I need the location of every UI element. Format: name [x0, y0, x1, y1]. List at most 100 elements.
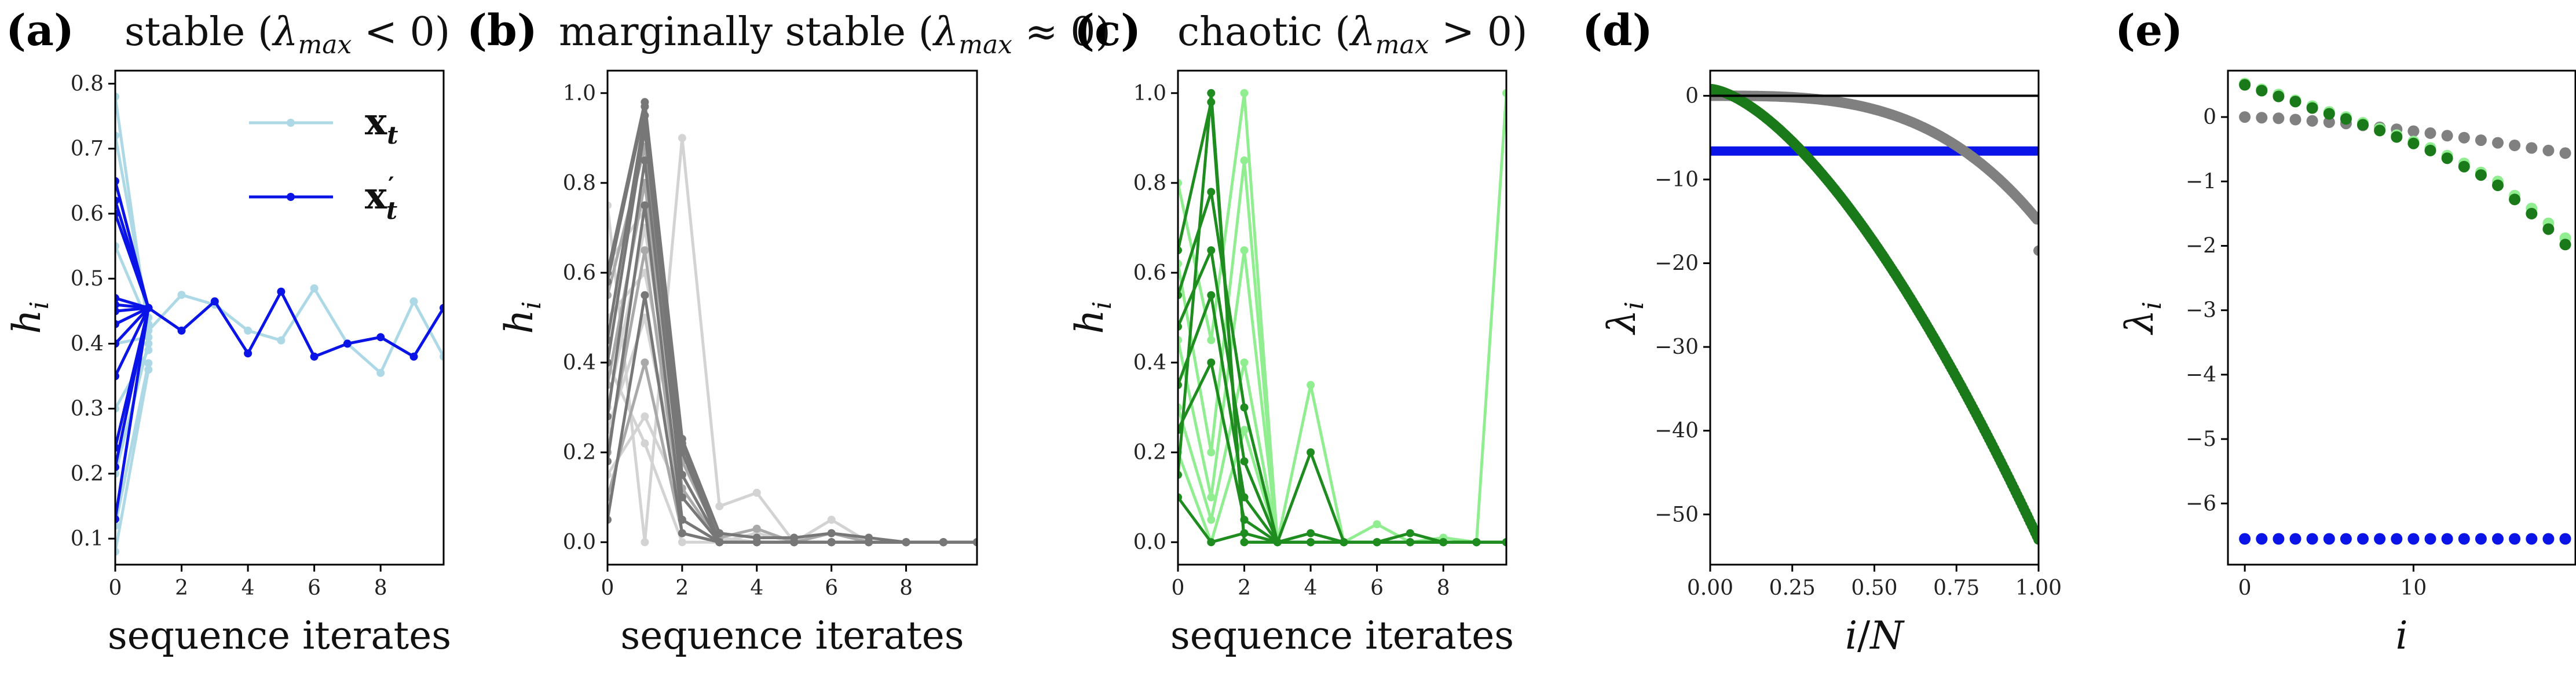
series-x_t'-point: [115, 196, 119, 205]
series-dark-point: [827, 538, 836, 547]
y-axis-label-subscript: i: [1620, 302, 1649, 310]
x-tick-label: 2: [675, 576, 689, 600]
x-tick-label: 4: [241, 576, 255, 600]
series-x_t'-point: [115, 339, 119, 348]
series-light-point: [1240, 156, 1249, 165]
series-marginal-point: [2559, 147, 2571, 159]
series-light-point: [678, 134, 686, 142]
series-light-point: [752, 488, 761, 497]
legend-label-0: xt: [365, 100, 398, 149]
plot-area-c: [1178, 89, 1506, 547]
y-axis-label-subscript: i: [25, 301, 54, 309]
y-tick-label: 1.0: [563, 82, 596, 105]
series-mid-point: [641, 358, 649, 367]
series-dark-point: [1273, 538, 1282, 547]
series-chaotic-point: [2475, 169, 2487, 181]
series-dark-point: [1178, 246, 1182, 255]
series-light-point: [1373, 520, 1381, 529]
series-dark-point: [1207, 98, 1216, 107]
y-tick-label: 0.6: [71, 202, 104, 226]
series-dark-point: [1178, 426, 1182, 434]
x-axis-label-text: i: [2395, 613, 2407, 658]
y-tick-label: −5: [2186, 427, 2216, 451]
panel-title-a: stable (λmax < 0): [125, 9, 450, 60]
series-stable-point: [2407, 533, 2420, 545]
series-x_t-point: [115, 547, 119, 556]
y-axis-label-subscript: i: [1088, 301, 1117, 309]
series-stable-point: [2256, 533, 2268, 545]
y-tick-label: −50: [1655, 503, 1699, 526]
y-tick-label: −6: [2186, 492, 2216, 515]
series-x_t'-point: [115, 307, 119, 316]
series-chaotic-point: [2357, 119, 2369, 131]
series-dark-point: [1207, 246, 1216, 255]
series-light-point: [1178, 336, 1182, 345]
series-light-point: [1207, 493, 1216, 502]
series-x_t-point: [115, 404, 119, 413]
series-chaotic-point: [2033, 534, 2039, 545]
series-dark-point: [973, 538, 977, 547]
y-tick-label: −10: [1655, 168, 1699, 192]
series-light-point: [1178, 178, 1182, 187]
series-x_t'-point: [115, 463, 119, 471]
legend-symbol: x: [365, 100, 387, 144]
x-axis-label: sequence iterates: [620, 613, 964, 658]
series-dark-point: [641, 125, 649, 133]
series-x_t'-point: [244, 349, 253, 358]
series-marginal-point: [2542, 144, 2555, 156]
title-text: chaotic (: [1177, 9, 1351, 55]
y-tick-label: 0.7: [71, 137, 104, 161]
series-dark-point: [1178, 380, 1182, 389]
title-subscript: max: [958, 30, 1012, 60]
plot-area-b: [608, 98, 977, 547]
x-tick-label: 0: [109, 576, 122, 600]
series-x_t'-point: [277, 287, 286, 296]
series-marginal-point: [2033, 245, 2039, 256]
x-tick-label: 6: [825, 576, 838, 600]
panel-letter-d: (d): [1582, 6, 1653, 56]
series-x_t'-line-7: [115, 306, 149, 325]
series-light-point: [715, 502, 724, 511]
x-axis-label-i: i: [1845, 613, 1857, 658]
series-stable-point: [2357, 533, 2369, 545]
series-marginal-point: [2256, 112, 2268, 124]
series-dark-line-1: [1178, 100, 1506, 544]
series-dark-point: [1406, 538, 1414, 547]
series-dark-point: [902, 538, 910, 547]
series-x_t'-point: [343, 339, 352, 348]
series-dark-point: [1178, 323, 1182, 331]
series-dark-point: [827, 529, 836, 537]
series-light-point: [608, 201, 612, 210]
series-chaotic-point: [2340, 113, 2352, 125]
y-tick-label: 0.0: [1133, 530, 1166, 554]
series-dark-point: [1207, 89, 1216, 97]
series-chaotic-point: [2492, 180, 2504, 191]
series-light-point: [1207, 515, 1216, 524]
series-light-point: [641, 538, 649, 547]
series-light-point: [1502, 89, 1506, 97]
series-stable-point: [2441, 533, 2453, 545]
series-x_t-point: [115, 469, 119, 478]
x-tick-label: 1.00: [2015, 576, 2062, 600]
title-lambda: λ: [932, 9, 958, 55]
series-stable-point: [2526, 533, 2538, 545]
axes-frame: [606, 69, 978, 566]
y-tick-label: 0.6: [1133, 261, 1166, 285]
title-rest: ≈ 0): [1012, 9, 1111, 55]
y-tick-label: 0.8: [1133, 171, 1166, 195]
series-marginal-point: [2475, 134, 2487, 147]
y-axis-label-subscript: i: [517, 301, 547, 309]
panel-title-b: marginally stable (λmax ≈ 0): [559, 9, 1111, 60]
x-axis-label: i: [2395, 613, 2407, 658]
x-tick-label: 10: [2400, 576, 2427, 600]
x-axis-label-slash: /: [1857, 613, 1871, 658]
series-dark-point: [865, 538, 873, 547]
series-marginal-point: [2492, 137, 2504, 149]
series-stable-point: [2475, 533, 2487, 545]
series-dark-point: [1240, 515, 1249, 524]
axes-frame: [2227, 69, 2576, 566]
series-dark-point: [1178, 470, 1182, 479]
series-dark-point: [1207, 188, 1216, 196]
plot-area-d: [1710, 83, 2039, 545]
